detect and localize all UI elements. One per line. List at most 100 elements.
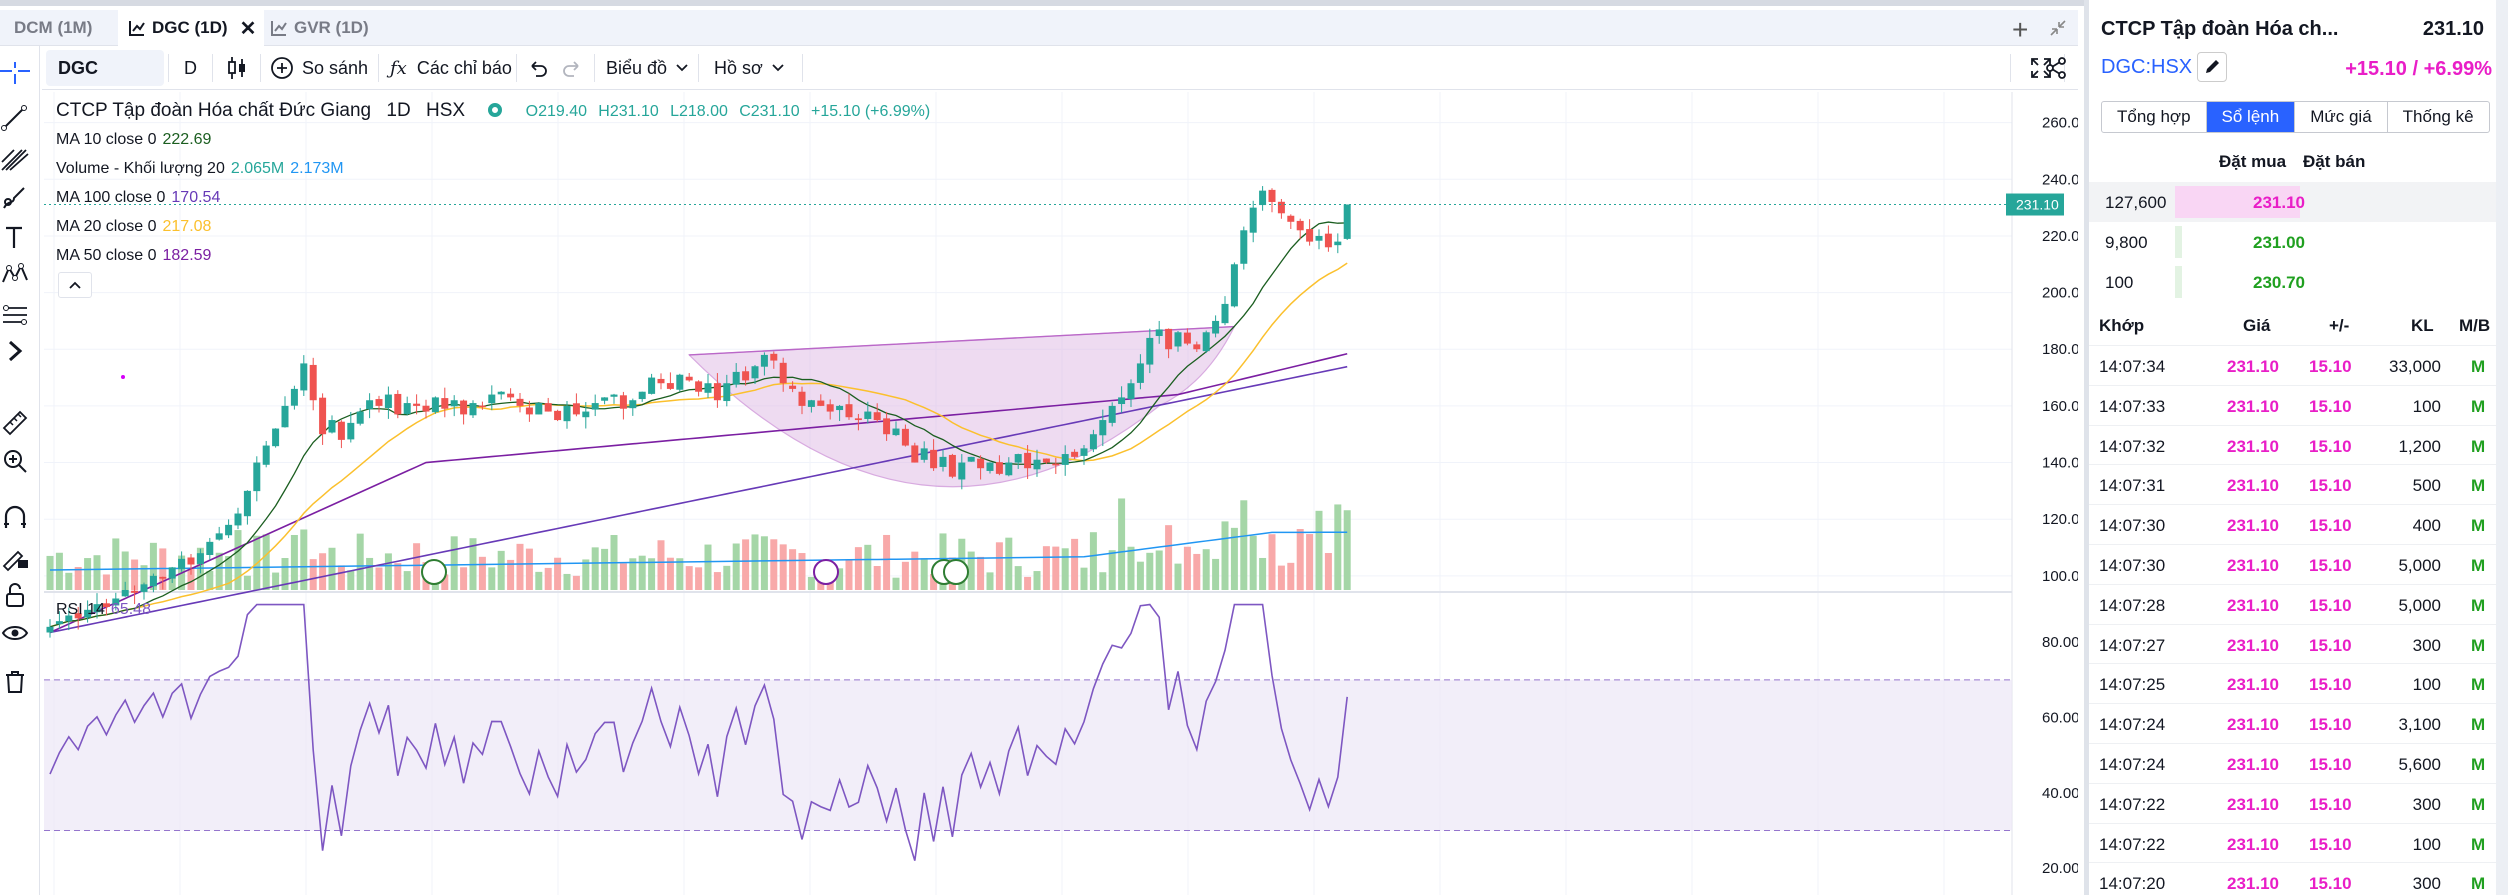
edit-symbol-button[interactable] [2197, 52, 2227, 82]
tab-so-lenh[interactable]: Sổ lệnh [2206, 102, 2296, 132]
volume-bar [892, 577, 900, 590]
compare-button[interactable]: So sánh [270, 46, 368, 90]
legend-ma20[interactable]: MA 20 close 0 217.08 [56, 218, 211, 236]
candle-body [648, 377, 656, 394]
candle-body [168, 567, 176, 579]
legend-collapse-button[interactable] [58, 272, 92, 298]
symbol-search[interactable]: DGC [46, 50, 164, 86]
tab-thong-ke[interactable]: Thống kê [2402, 107, 2474, 126]
zoom-in-icon[interactable] [0, 446, 30, 476]
trend-line-icon[interactable] [0, 102, 30, 132]
brush-icon[interactable] [0, 182, 30, 212]
volume-bar [1108, 550, 1116, 590]
cup-rim-line [689, 325, 1235, 356]
tab-gvr[interactable]: GVR (1D) [268, 10, 388, 46]
legend-ma50[interactable]: MA 50 close 0 182.59 [56, 247, 211, 265]
candle-body [1155, 329, 1163, 337]
tab-muc-gia[interactable]: Mức giá [2295, 102, 2388, 132]
orderbook-row[interactable]: 100 230.70 [2089, 262, 2508, 302]
lock-icon[interactable] [0, 580, 30, 610]
indicators-button[interactable]: ƒx Các chỉ báo [390, 46, 512, 90]
candle-body [356, 411, 364, 424]
trade-row[interactable]: 14:07:24 231.10 15.10 3,100 M [2089, 703, 2508, 743]
add-tab-icon[interactable]: + [2012, 14, 2029, 45]
trade-row[interactable]: 14:07:24 231.10 15.10 5,600 M [2089, 743, 2508, 783]
eye-icon[interactable] [0, 618, 30, 648]
candle-body [1061, 454, 1069, 465]
volume-bar [1334, 504, 1342, 590]
undo-button[interactable] [528, 46, 548, 90]
rp-symbol[interactable]: DGC:HSX [2101, 56, 2193, 78]
volume-bar [1221, 521, 1229, 590]
volume-bar [760, 536, 768, 590]
fullscreen-button[interactable] [2030, 46, 2052, 90]
magnet-icon[interactable] [0, 504, 30, 534]
candle-body [422, 405, 430, 412]
orderbook-row[interactable]: 9,800 231.00 [2089, 222, 2508, 262]
candles-icon [228, 57, 245, 79]
close-tab-icon[interactable]: ✕ [239, 17, 257, 40]
trade-price: 231.10 [2227, 715, 2279, 735]
ruler-icon[interactable] [0, 406, 30, 436]
legend-volume[interactable]: Volume - Khối lượng 20 2.065M 2.173M [56, 160, 344, 178]
orderbook-volume: 9,800 [2105, 233, 2148, 252]
profile-menu[interactable]: Hồ sơ [714, 46, 785, 90]
trade-row[interactable]: 14:07:25 231.10 15.10 100 M [2089, 663, 2508, 703]
orderbook-row[interactable]: 127,600 231.10 [2089, 182, 2508, 222]
trade-row[interactable]: 14:07:31 231.10 15.10 500 M [2089, 464, 2508, 504]
pitchfork-icon[interactable] [0, 142, 30, 172]
trade-row[interactable]: 14:07:30 231.10 15.10 5,000 M [2089, 544, 2508, 584]
chevron-right-icon[interactable] [0, 336, 30, 366]
chart-type-menu[interactable]: Biểu đồ [606, 46, 689, 90]
volume-bar [742, 539, 750, 590]
candle-body [319, 397, 327, 435]
rp-scrollbar[interactable] [2496, 0, 2508, 895]
candle-body [1165, 328, 1173, 350]
ma20-value: 217.08 [162, 218, 212, 235]
redo-button[interactable] [562, 46, 582, 90]
trade-row[interactable]: 14:07:32 231.10 15.10 1,200 M [2089, 424, 2508, 465]
volume-bar [1127, 546, 1135, 590]
legend-rsi[interactable]: RSI 14 65.48 [56, 601, 151, 619]
chart-style-button[interactable] [226, 46, 248, 90]
interval-button[interactable]: D [184, 46, 197, 90]
volume-bar [1099, 572, 1107, 590]
volume-bar [770, 539, 778, 590]
volume-bar [1146, 552, 1154, 590]
tab-dcm[interactable]: DCM (1M) [0, 10, 118, 46]
trade-row[interactable]: 14:07:33 231.10 15.10 100 M [2089, 384, 2508, 425]
tab-dgc[interactable]: DGC (1D) ✕ [118, 10, 264, 46]
tab-tong-hop[interactable]: Tổng hợp [2102, 102, 2207, 132]
candle-body [1014, 454, 1022, 463]
pattern-icon[interactable] [0, 260, 30, 290]
trade-row[interactable]: 14:07:22 231.10 15.10 100 M [2089, 822, 2508, 863]
volume-bar [131, 559, 139, 590]
candle-body [488, 394, 496, 404]
price-chart[interactable]: 260.00 240.00 220.00 200.00 180.00 160.00 140.… [44, 92, 2078, 895]
volume-bar [140, 565, 148, 590]
share-icon[interactable] [2044, 56, 2068, 80]
trade-row[interactable]: 14:07:34 231.10 15.10 33,000 M [2089, 345, 2508, 385]
trade-row[interactable]: 14:07:28 231.10 15.10 5,000 M [2089, 583, 2508, 624]
volume-value: 2.065M [230, 160, 285, 177]
draw-lock-icon[interactable] [0, 542, 30, 572]
volume-bar [1165, 525, 1173, 590]
trade-row[interactable]: 14:07:22 231.10 15.10 300 M [2089, 782, 2508, 823]
chevron-down-icon [676, 64, 688, 72]
trade-row[interactable]: 14:07:20 231.10 15.10 300 M [2089, 862, 2508, 895]
trash-icon[interactable] [0, 666, 30, 696]
price-axis-label: 220.00 [2042, 228, 2078, 245]
trade-row[interactable]: 14:07:30 231.10 15.10 400 M [2089, 504, 2508, 544]
legend-ma100[interactable]: MA 100 close 0 170.54 [56, 189, 220, 207]
legend-ma10[interactable]: MA 10 close 0 222.69 [56, 131, 211, 149]
fib-icon[interactable] [0, 300, 30, 330]
collapse-icon[interactable] [2048, 18, 2068, 38]
volume-bar [723, 565, 731, 590]
candle-body [657, 378, 665, 384]
volume-bar [375, 567, 383, 590]
text-icon[interactable] [0, 222, 30, 252]
candle-body [1296, 220, 1304, 231]
trade-row[interactable]: 14:07:27 231.10 15.10 300 M [2089, 623, 2508, 664]
candle-body [196, 553, 204, 564]
crosshair-icon[interactable] [0, 56, 30, 86]
